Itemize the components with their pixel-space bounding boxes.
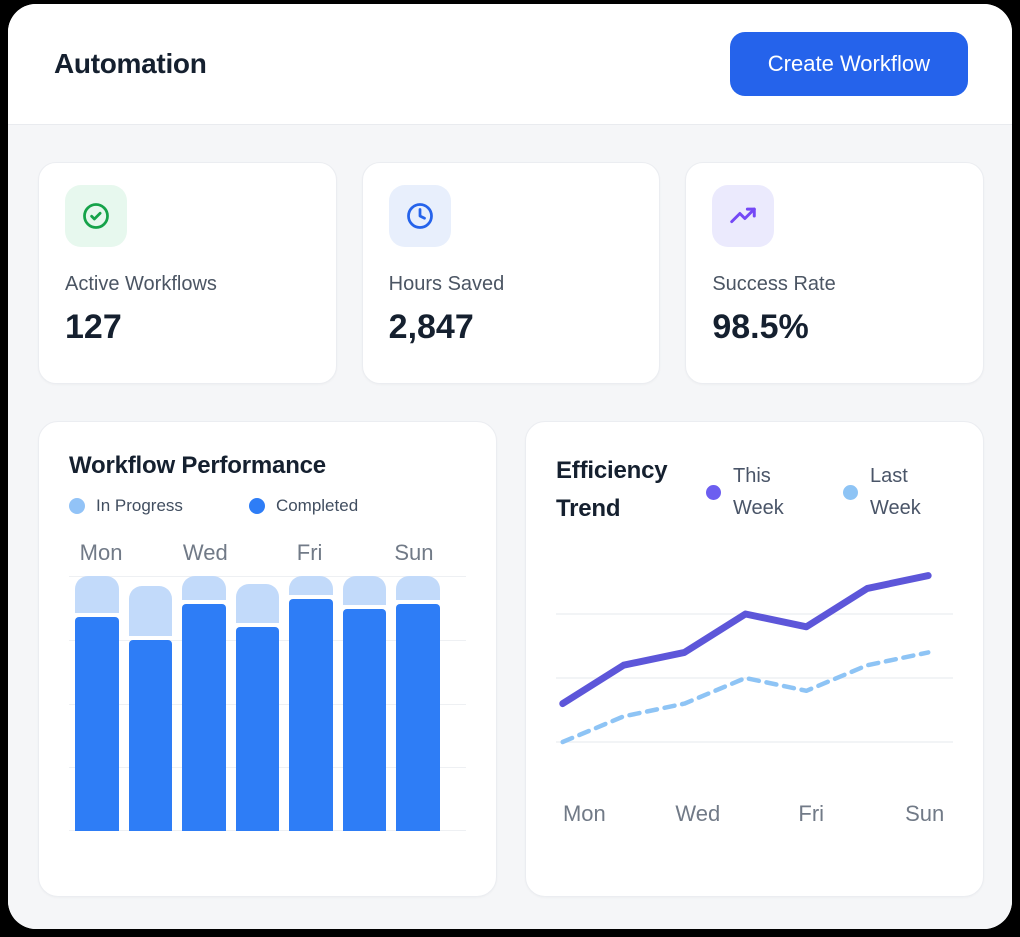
x-axis-label: Sun: [905, 800, 945, 826]
last-week-dot: [843, 484, 858, 500]
stat-value: 2,847: [388, 308, 474, 346]
bar-segment-completed: [128, 639, 173, 831]
line-chart-legend: This Week Last Week: [706, 452, 936, 524]
bar-sun: [396, 576, 441, 831]
x-axis-label: [840, 801, 897, 827]
x-axis-label: [231, 540, 283, 566]
bar-segment-in-progress: [396, 576, 441, 601]
efficiency-trend-card: Efficiency Trend This Week Last Week Mon…: [525, 421, 984, 897]
workflow-performance-card: Workflow Performance In Progress Complet…: [38, 421, 497, 897]
legend-item-completed: Completed: [248, 496, 359, 516]
trending-up-icon: [712, 185, 775, 247]
header: Automation Create Workflow: [8, 4, 1012, 125]
line-series-last-week: [560, 649, 931, 745]
bar-segment-in-progress: [342, 576, 387, 606]
bar-segment-completed: [396, 604, 441, 831]
stat-label: Hours Saved: [388, 273, 505, 295]
bar-chart: [69, 576, 466, 831]
bar-segment-in-progress: [128, 586, 173, 636]
line-chart-header: Efficiency Trend This Week Last Week: [556, 452, 953, 529]
x-axis-label: Wed: [675, 800, 721, 826]
bar-segment-in-progress: [289, 576, 333, 595]
legend-label: Completed: [275, 496, 359, 515]
bar-segment-completed: [75, 616, 119, 831]
x-axis-label: [726, 801, 783, 827]
legend-item-this-week: This Week: [706, 460, 799, 524]
x-axis-label: Sun: [394, 540, 434, 565]
content: Active Workflows 127 Hours Saved 2,847: [8, 125, 1012, 929]
completed-dot: [248, 498, 265, 514]
bar-mon: [75, 576, 119, 831]
app-window: Automation Create Workflow Active Workfl…: [8, 4, 1012, 929]
stat-card-hours-saved: Hours Saved 2,847: [361, 162, 661, 384]
bar-segment-in-progress: [182, 576, 226, 601]
stat-value: 127: [65, 308, 122, 346]
this-week-dot: [706, 484, 721, 500]
bar-segment-in-progress: [235, 583, 280, 623]
bar-chart-bars: [69, 576, 466, 831]
x-axis-label: [127, 540, 179, 566]
bar-segment-completed: [235, 627, 280, 831]
stat-value: 98.5%: [712, 308, 809, 346]
bar-sat: [342, 576, 387, 831]
stat-label: Active Workflows: [65, 273, 217, 295]
gridline: [69, 576, 466, 577]
clock-icon: [388, 185, 451, 247]
x-axis-label: Mon: [79, 540, 123, 565]
line-chart: [556, 571, 953, 745]
legend-item-in-progress: In Progress: [69, 496, 183, 516]
chart-title: Workflow Performance: [69, 452, 326, 479]
x-axis-label: [613, 801, 670, 827]
legend-label: In Progress: [96, 496, 183, 515]
stat-card-success-rate: Success Rate 98.5%: [685, 162, 984, 384]
stats-row: Active Workflows 127 Hours Saved 2,847: [38, 162, 984, 384]
check-circle-icon: [65, 185, 127, 247]
x-axis-label: Fri: [798, 800, 825, 826]
bar-segment-completed: [289, 598, 333, 831]
x-axis-label: [336, 540, 388, 566]
charts-row: Workflow Performance In Progress Complet…: [38, 421, 984, 897]
x-axis-label: Fri: [296, 540, 323, 565]
x-axis-label: Mon: [562, 800, 606, 826]
stat-card-active-workflows: Active Workflows 127: [38, 162, 337, 384]
line-x-axis: Mon Wed Fri Sun: [556, 801, 953, 827]
in-progress-dot: [69, 498, 85, 514]
bar-segment-completed: [182, 604, 226, 831]
bar-segment-completed: [342, 609, 387, 831]
x-axis-label: Wed: [182, 540, 228, 565]
page-title: Automation: [54, 48, 207, 79]
create-workflow-button[interactable]: Create Workflow: [729, 32, 968, 96]
bar-chart-legend: In Progress Completed: [69, 496, 466, 516]
stat-label: Success Rate: [712, 273, 836, 295]
bar-fri: [289, 576, 333, 831]
bar-tue: [128, 576, 173, 831]
bar-wed: [182, 576, 226, 831]
legend-label: Last Week: [870, 465, 921, 519]
line-series-this-week: [559, 571, 932, 707]
bar-segment-in-progress: [75, 576, 119, 613]
legend-label: This Week: [733, 465, 784, 519]
bar-thu: [235, 576, 280, 831]
chart-title: Efficiency Trend: [556, 457, 668, 523]
legend-item-last-week: Last Week: [843, 460, 936, 524]
bar-x-axis: Mon Wed Fri Sun: [69, 540, 466, 566]
